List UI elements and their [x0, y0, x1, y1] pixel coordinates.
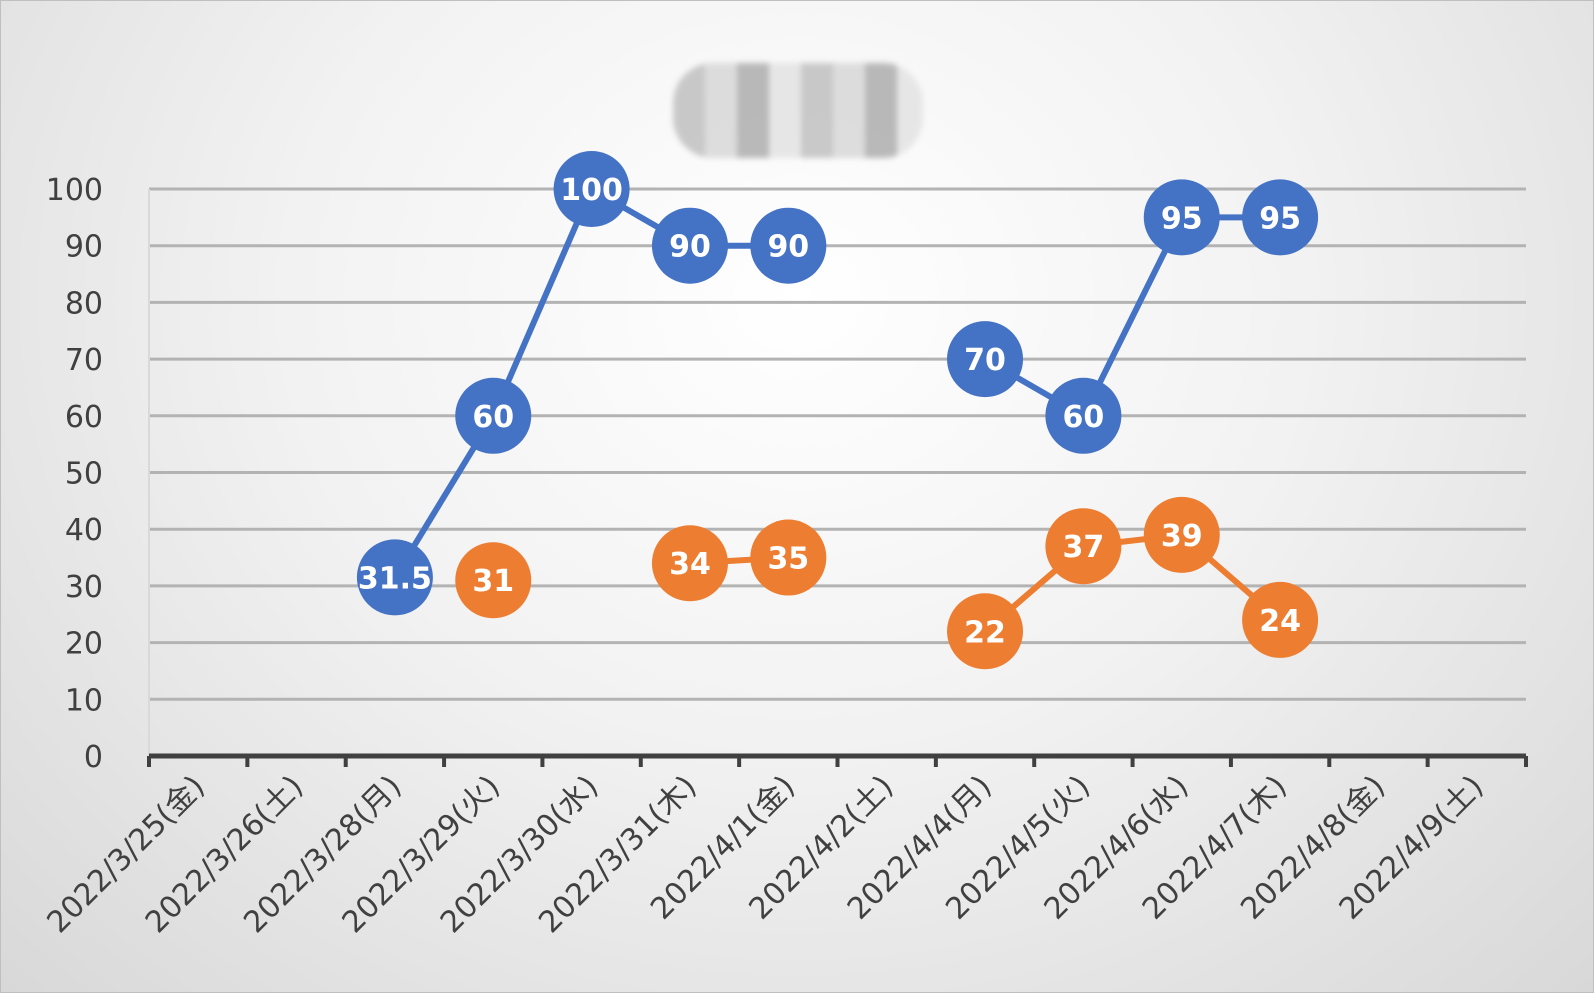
data-marker	[750, 207, 827, 284]
data-marker	[651, 525, 728, 602]
series-line-segment	[490, 187, 595, 417]
data-marker	[1242, 179, 1319, 256]
data-point: 22	[947, 593, 1024, 670]
data-marker	[651, 207, 728, 284]
y-tick-label: 100	[46, 173, 103, 208]
data-marker	[1143, 496, 1220, 573]
data-label: 100	[560, 173, 623, 208]
data-label: 70	[964, 343, 1006, 378]
data-marker	[455, 542, 532, 619]
data-label: 22	[964, 615, 1006, 650]
data-label: 34	[669, 547, 711, 582]
data-marker	[750, 519, 827, 596]
data-point: 39	[1143, 496, 1220, 573]
data-label: 31	[472, 564, 514, 599]
data-point: 35	[750, 519, 827, 596]
y-tick-label: 50	[65, 457, 103, 492]
data-label: 24	[1259, 604, 1301, 639]
data-marker	[1045, 377, 1122, 454]
data-marker	[1045, 508, 1122, 585]
data-point: 95	[1242, 179, 1319, 256]
data-marker	[455, 377, 532, 454]
data-label: 37	[1063, 530, 1105, 565]
data-label: 95	[1259, 201, 1301, 236]
data-point: 31.5	[356, 539, 433, 616]
data-point: 90	[651, 207, 728, 284]
y-tick-label: 10	[65, 683, 103, 718]
data-point: 60	[1045, 377, 1122, 454]
data-point: 34	[651, 525, 728, 602]
data-point: 100	[553, 151, 630, 227]
y-tick-label: 30	[65, 570, 103, 605]
chart-title-redacted	[673, 63, 923, 158]
y-tick-label: 70	[65, 343, 103, 378]
data-marker	[1143, 179, 1220, 256]
data-marker	[1242, 581, 1319, 658]
gridlines	[149, 187, 1526, 701]
y-tick-label: 60	[65, 400, 103, 435]
data-label: 31.5	[358, 561, 432, 596]
data-point: 24	[1242, 581, 1319, 658]
y-tick-label: 40	[65, 513, 103, 548]
data-marker	[356, 539, 433, 616]
data-point: 90	[750, 207, 827, 284]
data-label: 60	[1063, 400, 1105, 435]
data-label: 60	[472, 400, 514, 435]
data-points: 31.5 60 100 90 90 70 60 95 95 31 34 35 22 37 39 24	[356, 151, 1319, 670]
data-point: 60	[455, 377, 532, 454]
data-label: 35	[767, 542, 809, 577]
data-label: 39	[1161, 519, 1203, 554]
y-tick-label: 90	[65, 230, 103, 265]
y-tick-label: 0	[84, 740, 103, 775]
data-marker	[947, 321, 1024, 398]
y-tick-label: 20	[65, 627, 103, 662]
data-label: 95	[1161, 201, 1203, 236]
data-marker	[947, 593, 1024, 670]
data-point: 31	[455, 542, 532, 619]
data-point: 37	[1045, 508, 1122, 585]
data-point: 70	[947, 321, 1024, 398]
y-tick-label: 80	[65, 286, 103, 321]
data-marker	[553, 151, 630, 227]
data-point: 95	[1143, 179, 1220, 256]
data-label: 90	[669, 230, 711, 265]
data-label: 90	[767, 230, 809, 265]
